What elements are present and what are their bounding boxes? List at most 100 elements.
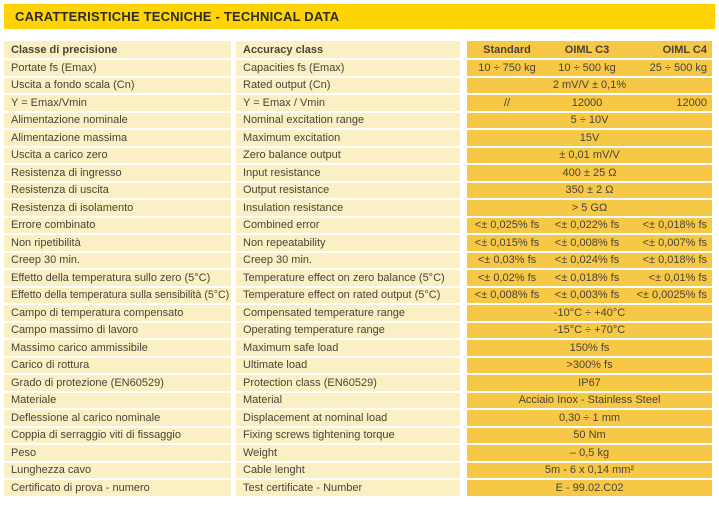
column-gap bbox=[460, 218, 467, 234]
table-row: Campo massimo di lavoro Operating tempera… bbox=[4, 322, 715, 338]
spec-value-c3: 12000 bbox=[571, 96, 603, 109]
spec-label-en: Cable lenght bbox=[236, 462, 460, 478]
spec-label-en: Non repeatability bbox=[236, 235, 460, 251]
spec-label-it: Y = Emax/Vmin bbox=[4, 95, 231, 111]
spec-values: <± 0,03% fs <± 0,024% fs <± 0,018% fs bbox=[467, 252, 712, 268]
spec-label-it: Campo di temperatura compensato bbox=[4, 305, 231, 321]
spec-value: > 5 GΩ bbox=[467, 200, 712, 216]
spec-label-it: Lunghezza cavo bbox=[4, 462, 231, 478]
spec-values: // 12000 12000 bbox=[467, 95, 712, 111]
table-row: Lunghezza cavo Cable lenght 5m - 6 x 0,14 … bbox=[4, 462, 715, 479]
table-row: Effetto della temperatura sullo zero (5°… bbox=[4, 270, 715, 286]
column-gap bbox=[460, 78, 467, 94]
spec-label-en: Temperature effect on zero balance (5°C) bbox=[236, 270, 460, 286]
table-row: Non ripetibilità Non repeatability <± 0,01… bbox=[4, 235, 715, 251]
spec-value-c3: <± 0,018% fs bbox=[554, 271, 620, 284]
spec-label-en: Maximum excitation bbox=[236, 130, 460, 146]
spec-value: 2 mV/V ± 0,1% bbox=[467, 77, 712, 93]
spec-label-it: Carico di rottura bbox=[4, 357, 231, 373]
technical-data-table: Classe di precisione Accuracy class Stan… bbox=[4, 41, 715, 496]
column-gap bbox=[460, 340, 467, 356]
spec-label-it: Peso bbox=[4, 445, 231, 461]
table-row: Carico di rottura Ultimate load >300% fs bbox=[4, 357, 715, 374]
table-row: Y = Emax/Vmin Y = Emax / Vmin // 12000 12000 bbox=[4, 95, 715, 111]
spec-value: 350 ± 2 Ω bbox=[467, 182, 712, 198]
column-gap bbox=[460, 148, 467, 164]
spec-values: <± 0,008% fs <± 0,003% fs <± 0,0025% fs bbox=[467, 287, 712, 303]
spec-label-en: Insulation resistance bbox=[236, 200, 460, 216]
spec-label-en: Displacement at nominal load bbox=[236, 410, 460, 426]
table-row: Massimo carico ammissibile Maximum safe l… bbox=[4, 340, 715, 356]
table-row: Resistenza di ingresso Input resistance 40… bbox=[4, 165, 715, 181]
spec-label-en: Capacities fs (Emax) bbox=[236, 60, 460, 76]
spec-values: <± 0,025% fs <± 0,022% fs <± 0,018% fs bbox=[467, 217, 712, 233]
spec-value-standard: <± 0,02% fs bbox=[477, 271, 537, 284]
column-gap bbox=[460, 183, 467, 199]
column-gap bbox=[460, 358, 467, 374]
section-title: CARATTERISTICHE TECNICHE - TECHNICAL DAT… bbox=[15, 9, 340, 24]
table-row: Grado di protezione (EN60529) Protection … bbox=[4, 375, 715, 391]
spec-values: <± 0,015% fs <± 0,008% fs <± 0,007% fs bbox=[467, 235, 712, 251]
spec-label-it: Resistenza di uscita bbox=[4, 182, 231, 198]
spec-label-it: Uscita a fondo scala (Cn) bbox=[4, 77, 231, 93]
column-gap bbox=[460, 41, 467, 58]
spec-label-en: Y = Emax / Vmin bbox=[236, 95, 460, 111]
table-row: Peso Weight – 0,5 kg bbox=[4, 445, 715, 461]
table-row: Uscita a fondo scala (Cn) Rated output (C… bbox=[4, 77, 715, 94]
spec-value-standard: 10 ÷ 750 kg bbox=[478, 61, 536, 74]
column-gap bbox=[460, 375, 467, 391]
spec-label-en: Weight bbox=[236, 445, 460, 461]
table-row: Coppia di serraggio viti di fissaggio Fix… bbox=[4, 427, 715, 444]
spec-value: E - 99.02.C02 bbox=[467, 480, 712, 496]
table-row: Errore combinato Combined error <± 0,025% … bbox=[4, 217, 715, 234]
spec-value: >300% fs bbox=[467, 357, 712, 373]
header-col-oiml-c3: OIML C3 bbox=[564, 43, 610, 56]
table-row: Resistenza di uscita Output resistance 350… bbox=[4, 182, 715, 199]
spec-value-standard: // bbox=[503, 96, 511, 109]
column-gap bbox=[460, 113, 467, 129]
spec-label-it: Alimentazione massima bbox=[4, 130, 231, 146]
spec-label-en: Input resistance bbox=[236, 165, 460, 181]
spec-value-c3: 10 ÷ 500 kg bbox=[558, 61, 616, 74]
column-gap bbox=[460, 270, 467, 286]
table-row: Materiale Material Acciaio Inox - Stainles… bbox=[4, 392, 715, 409]
table-row: Effetto della temperatura sulla sensibil… bbox=[4, 287, 715, 304]
header-col-oiml-c4: OIML C4 bbox=[662, 43, 707, 56]
spec-value-c4: <± 0,018% fs bbox=[642, 219, 707, 232]
column-gap bbox=[460, 95, 467, 111]
header-col-standard: Standard bbox=[483, 43, 531, 56]
section-title-bar: CARATTERISTICHE TECNICHE - TECHNICAL DAT… bbox=[4, 4, 715, 29]
column-gap bbox=[460, 60, 467, 76]
spec-label-en: Rated output (Cn) bbox=[236, 77, 460, 93]
spec-label-en: Material bbox=[236, 392, 460, 408]
spec-label-en: Fixing screws tightening torque bbox=[236, 427, 460, 443]
spec-value: 5 ÷ 10V bbox=[467, 112, 712, 128]
spec-value: – 0,5 kg bbox=[467, 445, 712, 461]
column-gap bbox=[460, 288, 467, 304]
spec-label-en: Test certificate - Number bbox=[236, 480, 460, 496]
column-gap bbox=[460, 428, 467, 444]
spec-label-en: Compensated temperature range bbox=[236, 305, 460, 321]
column-gap bbox=[460, 253, 467, 269]
spec-value-c3: <± 0,008% fs bbox=[554, 236, 620, 249]
spec-value: 400 ± 25 Ω bbox=[467, 165, 712, 181]
spec-label-it: Resistenza di ingresso bbox=[4, 165, 231, 181]
spec-value-c4: <± 0,0025% fs bbox=[636, 289, 707, 302]
table-header-row: Classe di precisione Accuracy class Stan… bbox=[4, 41, 715, 58]
spec-label-it: Grado di protezione (EN60529) bbox=[4, 375, 231, 391]
column-gap bbox=[460, 463, 467, 479]
spec-label-en: Temperature effect on rated output (5°C) bbox=[236, 287, 460, 303]
spec-label-en: Output resistance bbox=[236, 182, 460, 198]
column-gap bbox=[460, 410, 467, 426]
header-accuracy-class-it: Classe di precisione bbox=[4, 41, 231, 58]
spec-label-en: Maximum safe load bbox=[236, 340, 460, 356]
spec-values: <± 0,02% fs <± 0,018% fs <± 0,01% fs bbox=[467, 270, 712, 286]
spec-value-standard: <± 0,015% fs bbox=[474, 236, 540, 249]
column-gap bbox=[460, 393, 467, 409]
spec-label-en: Nominal excitation range bbox=[236, 112, 460, 128]
column-gap bbox=[460, 130, 467, 146]
table-row: Alimentazione massima Maximum excitation 1… bbox=[4, 130, 715, 146]
table-row: Creep 30 min. Creep 30 min. <± 0,03% fs <± … bbox=[4, 252, 715, 269]
table-row: Uscita a carico zero Zero balance output ±… bbox=[4, 147, 715, 164]
spec-value-c3: <± 0,024% fs bbox=[554, 254, 620, 267]
